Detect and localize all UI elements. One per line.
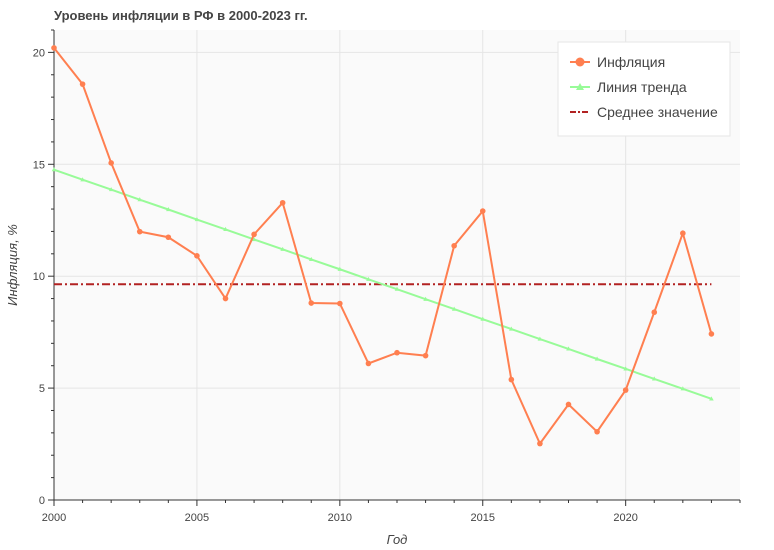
inflation-point xyxy=(451,242,457,249)
trend-point xyxy=(251,236,257,242)
legend-box xyxy=(557,41,731,137)
trend-point xyxy=(680,386,686,391)
inflation-point xyxy=(394,349,400,356)
inflation-point xyxy=(680,230,686,237)
inflation-point xyxy=(594,428,600,435)
inflation-point xyxy=(165,234,172,241)
inflation-point xyxy=(279,199,286,206)
trend-line xyxy=(53,168,712,400)
y-tick-label: 5 xyxy=(39,383,45,395)
inflation-point xyxy=(365,360,372,367)
y-tick-label: 20 xyxy=(33,47,45,59)
legend-marker-inflation xyxy=(575,57,585,67)
trend-point xyxy=(566,346,571,351)
inflation-point xyxy=(222,295,229,302)
inflation-point xyxy=(251,231,257,238)
y-axis-title: Инфляция, % xyxy=(5,224,20,306)
inflation-point xyxy=(565,401,572,408)
inflation-point xyxy=(708,331,715,337)
trend-point xyxy=(623,366,628,371)
inflation-point xyxy=(651,309,658,316)
x-tick-label: 2005 xyxy=(185,512,209,524)
trend-point xyxy=(509,326,514,331)
trend-point xyxy=(308,256,314,262)
inflation-point xyxy=(136,228,143,235)
y-tick-label: 0 xyxy=(39,495,45,507)
trend-point xyxy=(166,206,171,212)
trend-point xyxy=(80,177,85,182)
inflation-point xyxy=(79,81,86,87)
inflation-point xyxy=(308,300,315,306)
x-tick-label: 2000 xyxy=(42,512,66,524)
trend-point xyxy=(480,316,486,321)
trend-point xyxy=(337,266,343,271)
trend-point xyxy=(280,246,285,251)
inflation-point xyxy=(622,387,629,393)
ticks: 0 5 10 15 20 2000 2005 2010 2015 2020 xyxy=(33,29,741,524)
trend-point xyxy=(366,276,371,281)
trend-point xyxy=(451,306,457,311)
x-axis-title: Год xyxy=(387,532,408,547)
inflation-line xyxy=(53,47,713,446)
trend-point xyxy=(51,167,57,172)
legend: Инфляция Линия тренда Среднее значение xyxy=(557,41,731,137)
trend-point xyxy=(594,356,600,361)
y-tick-label: 10 xyxy=(33,271,45,283)
trend-point xyxy=(651,376,657,381)
x-tick-label: 2015 xyxy=(471,512,495,524)
trend-point xyxy=(194,217,200,222)
trend-point xyxy=(537,336,543,341)
chart-title: Уровень инфляции в РФ в 2000-2023 гг. xyxy=(54,8,308,23)
trend-point xyxy=(137,197,143,202)
x-tick-label: 2010 xyxy=(328,512,352,524)
trend-point xyxy=(709,396,714,401)
inflation-point xyxy=(508,376,515,383)
trend-point xyxy=(423,296,428,301)
trend-point xyxy=(223,226,228,232)
legend-label: Среднее значение xyxy=(597,104,718,120)
series-layer xyxy=(51,45,715,447)
trend-point xyxy=(394,286,400,291)
legend-label: Инфляция xyxy=(597,54,665,70)
inflation-point xyxy=(479,208,486,214)
inflation-point xyxy=(537,440,543,447)
legend-marker-trend xyxy=(576,83,584,90)
x-tick-label: 2020 xyxy=(613,512,637,524)
legend-label: Линия тренда xyxy=(597,79,687,95)
inflation-point xyxy=(108,160,114,166)
inflation-point xyxy=(422,352,429,359)
inflation-point xyxy=(194,253,200,259)
y-tick-label: 15 xyxy=(33,159,45,171)
inflation-point xyxy=(337,300,343,307)
trend-point xyxy=(108,187,114,192)
inflation-point xyxy=(51,45,57,51)
